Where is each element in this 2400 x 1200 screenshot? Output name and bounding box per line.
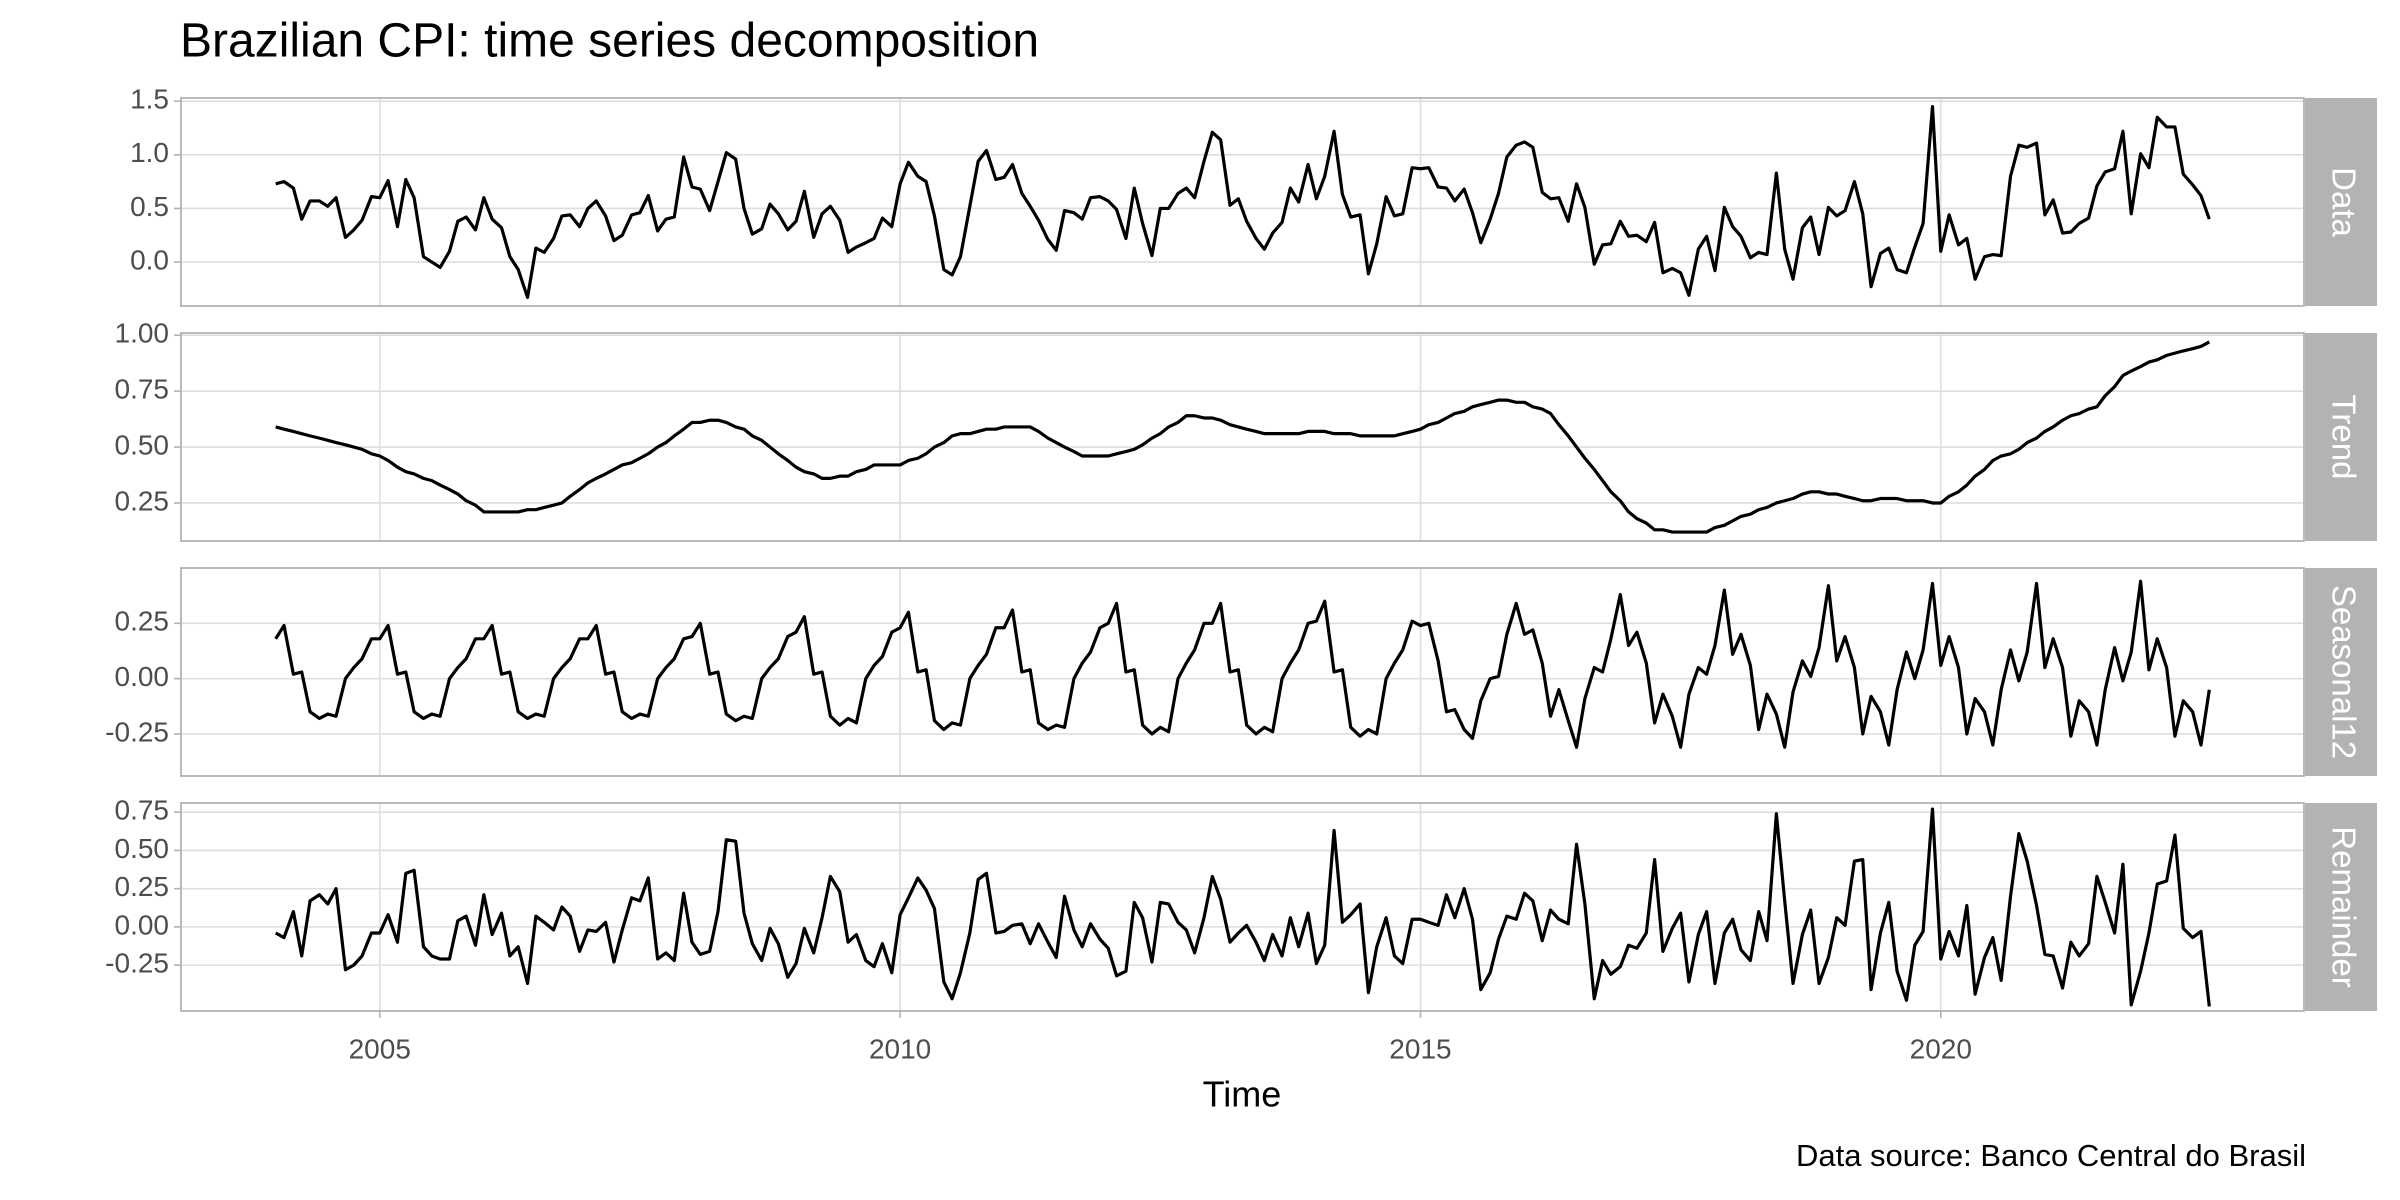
y-tick-label: -0.25 bbox=[105, 948, 169, 979]
y-tick-label: 0.50 bbox=[115, 833, 170, 864]
strip bbox=[2305, 98, 2377, 306]
panel-background bbox=[181, 98, 2304, 306]
chart-title: Brazilian CPI: time series decomposition bbox=[180, 15, 1039, 68]
y-tick-label: -0.25 bbox=[105, 716, 169, 747]
y-tick-label: 0.50 bbox=[115, 429, 170, 460]
x-tick-label: 2015 bbox=[1389, 1033, 1451, 1064]
panel-border bbox=[180, 332, 2305, 542]
y-tick-label: 0.25 bbox=[115, 485, 170, 516]
series-line bbox=[275, 104, 2211, 300]
x-axis-title: Time bbox=[1203, 1074, 1282, 1115]
strip bbox=[2305, 333, 2377, 541]
x-tick-label: 2020 bbox=[1910, 1033, 1972, 1064]
y-tick-label: 0.5 bbox=[130, 191, 169, 222]
y-tick-label: 0.0 bbox=[130, 244, 169, 275]
strip bbox=[2305, 803, 2377, 1011]
y-tick-label: 1.00 bbox=[115, 318, 170, 349]
y-tick-label: 0.75 bbox=[115, 795, 170, 826]
panel-background bbox=[181, 803, 2304, 1011]
strip-label: Trend bbox=[2325, 395, 2362, 480]
panel-background bbox=[181, 333, 2304, 541]
panel-background bbox=[181, 568, 2304, 776]
x-tick-label: 2010 bbox=[869, 1033, 931, 1064]
series-line bbox=[274, 807, 2211, 1007]
y-tick-label: 1.5 bbox=[130, 84, 169, 115]
strip bbox=[2305, 568, 2377, 776]
panel-border bbox=[180, 97, 2305, 307]
strip-label: Data bbox=[2325, 167, 2362, 237]
strip-label: Remainder bbox=[2325, 826, 2362, 987]
y-tick-label: 0.25 bbox=[115, 606, 170, 637]
caption: Data source: Banco Central do Brasil bbox=[1796, 1138, 2306, 1173]
series-line bbox=[274, 579, 2211, 749]
x-tick-label: 2005 bbox=[349, 1033, 411, 1064]
y-tick-label: 0.00 bbox=[115, 909, 170, 940]
y-tick-label: 0.00 bbox=[115, 661, 170, 692]
y-tick-label: 0.25 bbox=[115, 871, 170, 902]
panel-border bbox=[180, 802, 2305, 1012]
y-tick-label: 1.0 bbox=[130, 137, 169, 168]
y-tick-label: 0.75 bbox=[115, 374, 170, 405]
series-line bbox=[275, 340, 2211, 534]
strip-label: Seasonal12 bbox=[2325, 585, 2362, 759]
panel-border bbox=[180, 567, 2305, 777]
